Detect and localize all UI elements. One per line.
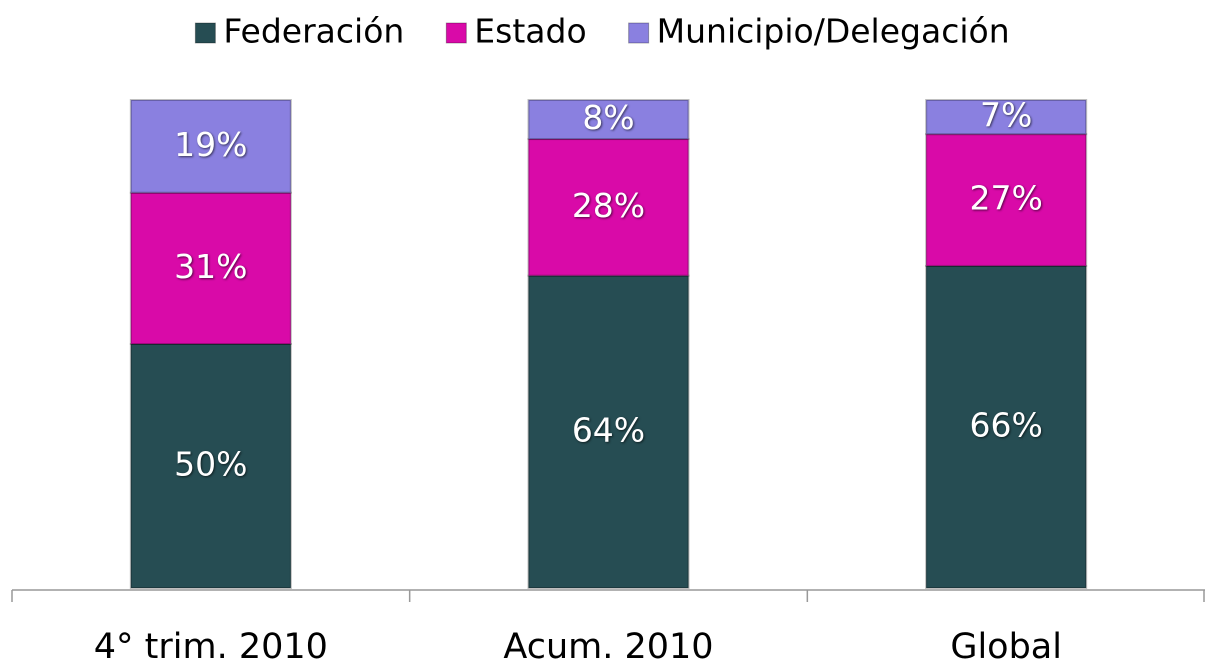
legend-label: Municipio/Delegación bbox=[657, 12, 1010, 51]
data-label: 64% bbox=[572, 410, 645, 449]
legend-label: Estado bbox=[474, 12, 586, 51]
bar-segment bbox=[925, 133, 1088, 267]
bar-segment bbox=[527, 99, 690, 141]
bar-segment bbox=[925, 99, 1088, 136]
bar-segment bbox=[925, 264, 1088, 589]
legend-marker bbox=[628, 22, 650, 44]
bar-segment bbox=[129, 191, 292, 345]
legend-marker bbox=[445, 22, 467, 44]
bar-segment bbox=[129, 99, 292, 194]
x-tick-label: Acum. 2010 bbox=[503, 627, 713, 664]
data-label: 50% bbox=[174, 445, 247, 484]
data-label: 8% bbox=[582, 98, 634, 137]
data-label: 31% bbox=[174, 247, 247, 286]
data-label: 28% bbox=[572, 186, 645, 225]
bar-segment bbox=[129, 343, 292, 589]
data-label: 66% bbox=[969, 405, 1042, 444]
data-label: 7% bbox=[980, 96, 1032, 135]
data-label: 27% bbox=[969, 179, 1042, 218]
x-tick-label: 4° trim. 2010 bbox=[94, 627, 328, 664]
legend-marker bbox=[194, 22, 216, 44]
legend-label: Federación bbox=[223, 12, 404, 51]
data-label: 19% bbox=[174, 125, 247, 164]
x-tick-label: Global bbox=[950, 627, 1062, 664]
